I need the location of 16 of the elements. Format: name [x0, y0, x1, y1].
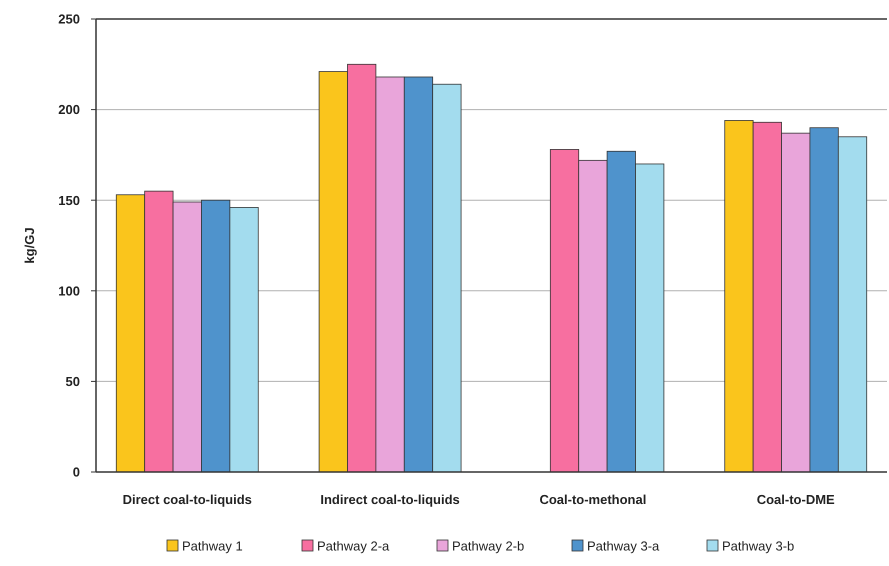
- x-tick-label: Coal-to-methonal: [539, 492, 646, 507]
- legend-label: Pathway 2-b: [452, 538, 524, 554]
- y-tick-label: 50: [66, 374, 80, 389]
- y-axis-title: kg/GJ: [22, 227, 37, 264]
- x-tick-label: Indirect coal-to-liquids: [320, 492, 460, 507]
- legend-label: Pathway 2-a: [317, 538, 390, 554]
- y-tick-label: 100: [58, 283, 80, 298]
- x-tick-label: Coal-to-DME: [756, 492, 836, 507]
- y-tick-label: 250: [58, 12, 80, 27]
- x-tick-label: Direct coal-to-liquids: [122, 492, 252, 507]
- legend-label: Pathway 1: [182, 538, 243, 554]
- legend-label: Pathway 3-b: [722, 538, 794, 554]
- y-tick-label: 200: [58, 102, 80, 118]
- y-tick-label: 150: [58, 192, 80, 208]
- legend-label: Pathway 3-a: [587, 538, 660, 554]
- y-tick-label: 0: [72, 464, 80, 480]
